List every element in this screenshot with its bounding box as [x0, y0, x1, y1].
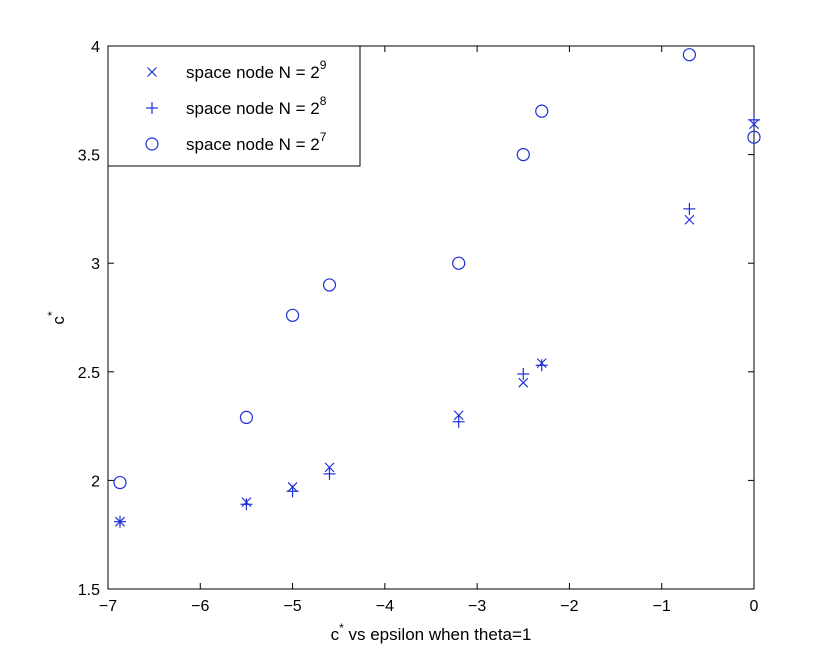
- data-point-x-marker: [684, 214, 695, 225]
- data-point-x-marker: [518, 377, 529, 388]
- legend-entry-text: space node N = 2: [186, 99, 320, 118]
- data-point-plus-marker: [535, 359, 548, 372]
- legend-entry: space node N = 28: [186, 94, 327, 118]
- x-tick-label: 0: [750, 598, 759, 615]
- data-point-circle-marker: [682, 48, 697, 62]
- legend-entry-text: space node N = 2: [186, 63, 320, 82]
- data-point-circle-marker: [239, 410, 254, 425]
- data-point-plus-marker: [748, 113, 760, 126]
- legend-entry-exponent: 8: [320, 94, 327, 108]
- x-axis-label: c* vs epsilon when theta=1: [331, 621, 532, 644]
- x-axis-label-sup: *: [339, 621, 344, 635]
- x-tick-label: −2: [560, 598, 578, 615]
- legend-x-marker: [147, 67, 157, 77]
- y-tick-label: 2.5: [78, 365, 100, 382]
- legend-entry: space node N = 27: [186, 130, 327, 154]
- data-point-plus-marker: [240, 498, 253, 511]
- x-tick-label: −3: [468, 598, 486, 615]
- x-tick-label: −5: [283, 598, 301, 615]
- data-point-plus-marker: [452, 415, 465, 428]
- y-axis-label: c*: [45, 311, 68, 325]
- data-point-plus-marker: [113, 515, 126, 528]
- legend-entry-exponent: 9: [320, 58, 327, 72]
- legend-entry-exponent: 7: [320, 130, 327, 144]
- data-point-x-marker: [453, 410, 464, 421]
- data-point-circle-marker: [516, 148, 530, 162]
- legend-circle-marker: [145, 137, 159, 151]
- y-tick-label: 2: [91, 473, 100, 490]
- x-tick-label: −4: [376, 598, 394, 615]
- data-markers: [113, 48, 761, 528]
- data-point-plus-marker: [683, 202, 696, 215]
- axis-ticks: −7 −6 −5 −4 −3 −2 −1 0 1.5 2 2.5 3 3.5 4: [78, 39, 759, 615]
- data-point-circle-marker: [322, 278, 337, 292]
- data-point-x-marker: [324, 462, 335, 473]
- x-tick-label: −6: [191, 598, 209, 615]
- x-tick-label: −1: [653, 598, 671, 615]
- data-point-circle-marker: [535, 104, 549, 118]
- data-point-plus-marker: [517, 367, 530, 380]
- legend-box: [107, 45, 361, 167]
- y-axis-label-main: c: [49, 316, 68, 325]
- data-point-circle-marker: [452, 256, 466, 270]
- y-tick-label: 4: [91, 39, 100, 56]
- data-point-circle-marker: [113, 475, 127, 490]
- data-point-circle-marker: [285, 308, 300, 322]
- legend-plus-marker: [146, 102, 158, 114]
- legend-entry: space node N = 29: [186, 58, 327, 82]
- y-axis-label-sup: *: [45, 311, 59, 316]
- data-point-plus-marker: [286, 485, 299, 498]
- data-point-plus-marker: [323, 467, 336, 480]
- x-axis-label-rest: vs epsilon when theta=1: [344, 625, 532, 644]
- legend-entry-text: space node N = 2: [186, 135, 320, 154]
- y-tick-label: 3: [91, 256, 100, 273]
- y-tick-label: 3.5: [78, 148, 100, 165]
- x-axis-label-prefix: c: [331, 625, 340, 644]
- x-tick-label: −7: [99, 598, 117, 615]
- data-point-circle-marker: [747, 130, 761, 144]
- y-tick-label: 1.5: [78, 582, 100, 599]
